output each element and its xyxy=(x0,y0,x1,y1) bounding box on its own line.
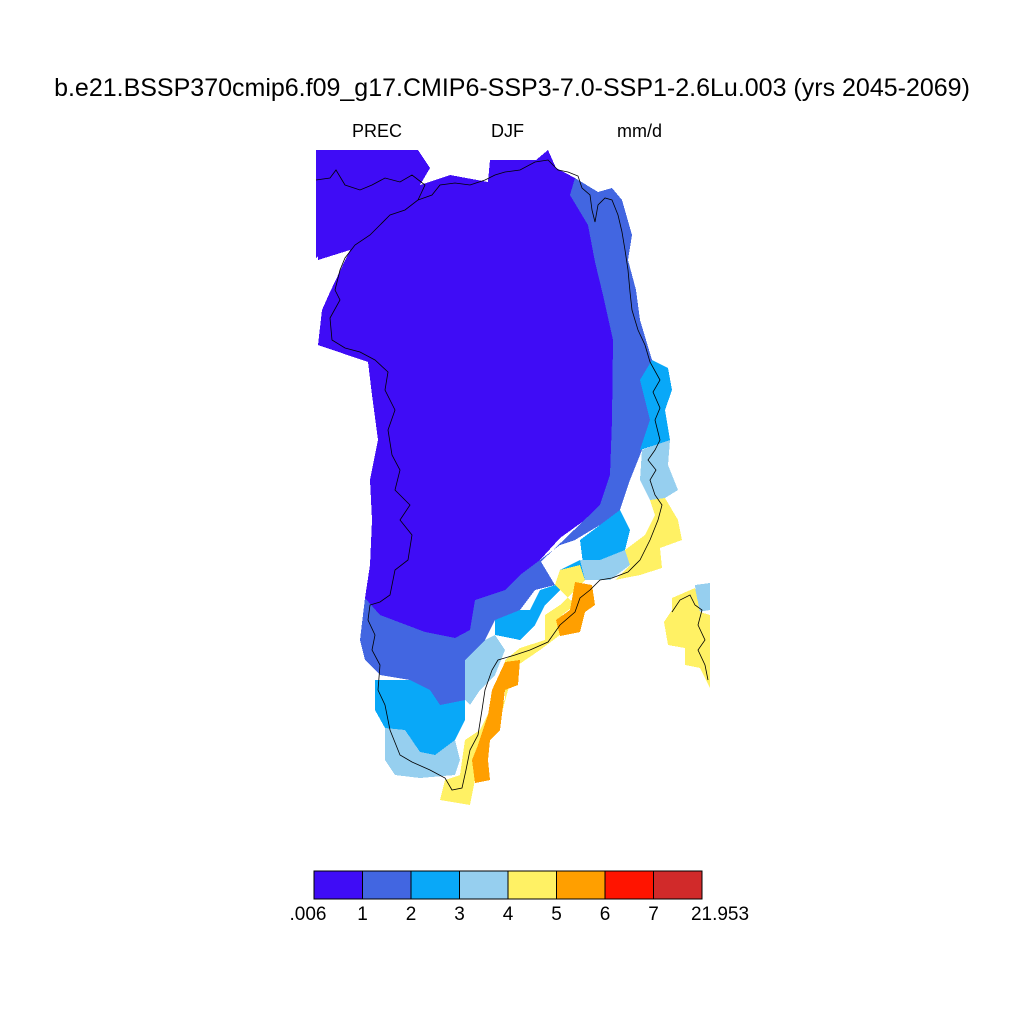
precip-region-level-4-mid xyxy=(440,565,585,805)
precip-region-level-3-east xyxy=(640,440,678,500)
colorbar xyxy=(313,870,703,900)
colorbar-tick-label: 5 xyxy=(551,904,562,925)
colorbar-swatch xyxy=(362,870,412,900)
colorbar-tick-label: 2 xyxy=(405,904,417,925)
colorbar-swatch xyxy=(556,870,606,900)
precip-region-level-4-island xyxy=(664,588,710,688)
precip-region-level-2-east xyxy=(640,360,672,450)
coastline xyxy=(315,159,663,791)
precip-region-level-3-se xyxy=(580,550,630,580)
coastline-island xyxy=(671,594,709,681)
colorbar-swatch xyxy=(459,870,509,900)
colorbar-tick-label: 1 xyxy=(357,904,368,925)
precip-region-level-0-nw xyxy=(316,150,400,258)
precip-region-level-3-island xyxy=(695,583,710,612)
colorbar-tick-label: .006 xyxy=(289,904,327,925)
precip-field xyxy=(316,150,710,805)
precip-region-level-5-b xyxy=(472,660,520,783)
precip-region-level-5-a xyxy=(556,582,595,636)
colorbar-tick-label: 3 xyxy=(454,904,465,925)
precip-region-level-3-south xyxy=(385,728,460,778)
precip-region-level-1-south xyxy=(360,560,555,705)
plot-title: b.e21.BSSP370cmip6.f09_g17.CMIP6-SSP3-7.… xyxy=(54,74,970,102)
colorbar-swatch xyxy=(507,870,557,900)
precip-region-level-0 xyxy=(316,150,613,638)
colorbar-swatch xyxy=(313,870,363,900)
precip-region-level-1-east xyxy=(455,178,652,638)
variable-label: PREC xyxy=(352,121,403,141)
colorbar-swatch xyxy=(604,870,654,900)
units-label: mm/d xyxy=(617,121,662,141)
colorbar-swatch xyxy=(653,870,703,900)
colorbar-tick-label: 21.953 xyxy=(690,904,750,925)
colorbar-tick-label: 7 xyxy=(648,904,659,925)
precip-region-level-2-south xyxy=(375,680,465,755)
precip-region-level-3-coast xyxy=(465,635,505,705)
colorbar-tick-label: 4 xyxy=(502,904,514,925)
precip-region-level-4-se xyxy=(615,498,682,580)
colorbar-tick-label: 6 xyxy=(599,904,611,925)
colorbar-swatch xyxy=(410,870,460,900)
season-label: DJF xyxy=(491,121,524,141)
